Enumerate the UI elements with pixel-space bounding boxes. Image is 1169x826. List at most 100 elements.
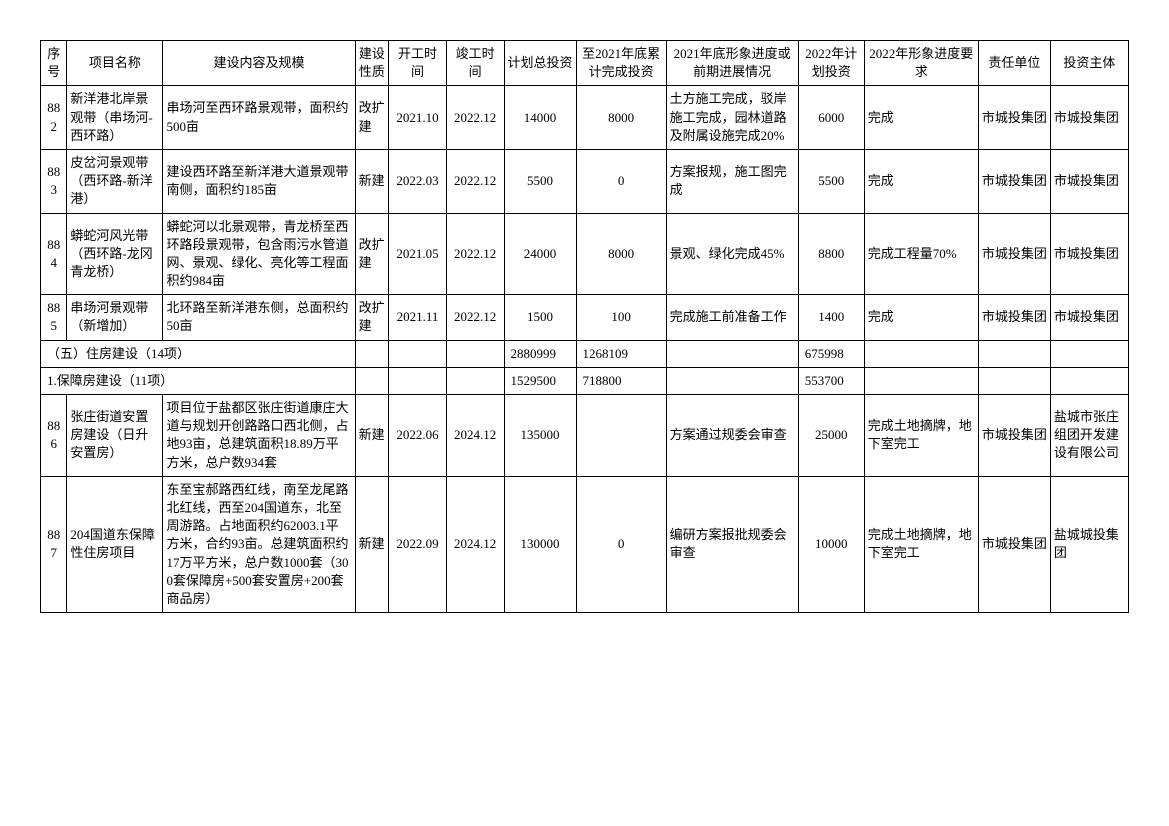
section-2021-invest: 1268109 (576, 340, 666, 367)
cell-content: 串场河至西环路景观带，面积约500亩 (163, 86, 355, 150)
header-start: 开工时间 (389, 41, 447, 86)
cell-end: 2022.12 (446, 295, 504, 340)
section-empty (446, 340, 504, 367)
section-2021-invest: 718800 (576, 367, 666, 394)
cell-plan_invest: 5500 (504, 149, 576, 213)
cell-subject: 市城投集团 (1050, 149, 1128, 213)
cell-name: 新洋港北岸景观带（串场河-西环路） (67, 86, 163, 150)
cell-content: 北环路至新洋港东侧，总面积约50亩 (163, 295, 355, 340)
cell-end: 2022.12 (446, 86, 504, 150)
cell-start: 2021.11 (389, 295, 447, 340)
header-2021-invest: 至2021年底累计完成投资 (576, 41, 666, 86)
section-plan-invest: 2880999 (504, 340, 576, 367)
section-row: （五）住房建设（14项） 28809991268109 675998 (41, 340, 1129, 367)
cell-unit: 市城投集团 (978, 295, 1050, 340)
cell-nature: 改扩建 (355, 295, 389, 340)
cell-invest_2021: 100 (576, 295, 666, 340)
cell-start: 2022.03 (389, 149, 447, 213)
cell-req_2022: 完成 (864, 295, 978, 340)
cell-req_2022: 完成 (864, 149, 978, 213)
header-row: 序号 项目名称 建设内容及规模 建设性质 开工时间 竣工时间 计划总投资 至20… (41, 41, 1129, 86)
cell-plan_invest: 1500 (504, 295, 576, 340)
cell-req_2022: 完成 (864, 86, 978, 150)
section-empty (355, 340, 389, 367)
section-empty (355, 367, 389, 394)
cell-plan_invest: 24000 (504, 213, 576, 295)
cell-plan_2022: 6000 (798, 86, 864, 150)
cell-start: 2021.10 (389, 86, 447, 150)
section-empty (446, 367, 504, 394)
header-seq: 序号 (41, 41, 67, 86)
cell-subject: 市城投集团 (1050, 213, 1128, 295)
cell-req_2022: 完成工程量70% (864, 213, 978, 295)
cell-name: 串场河景观带（新增加） (67, 295, 163, 340)
cell-seq: 886 (41, 395, 67, 477)
header-plan-invest: 计划总投资 (504, 41, 576, 86)
section-empty (864, 340, 978, 367)
section-label: 1.保障房建设（11项） (41, 367, 356, 394)
section-label: （五）住房建设（14项） (41, 340, 356, 367)
cell-status_2021: 方案报规，施工图完成 (666, 149, 798, 213)
header-content: 建设内容及规模 (163, 41, 355, 86)
cell-end: 2024.12 (446, 476, 504, 612)
cell-nature: 新建 (355, 476, 389, 612)
cell-name: 皮岔河景观带（西环路-新洋港） (67, 149, 163, 213)
section-2022-plan: 675998 (798, 340, 864, 367)
cell-subject: 市城投集团 (1050, 295, 1128, 340)
cell-start: 2022.09 (389, 476, 447, 612)
section-empty (1050, 340, 1128, 367)
project-table: 序号 项目名称 建设内容及规模 建设性质 开工时间 竣工时间 计划总投资 至20… (40, 40, 1129, 613)
cell-name: 204国道东保障性住房项目 (67, 476, 163, 612)
section-empty (1050, 367, 1128, 394)
section-empty (666, 340, 798, 367)
cell-plan_invest: 130000 (504, 476, 576, 612)
cell-req_2022: 完成土地摘牌，地下室完工 (864, 395, 978, 477)
cell-content: 建设西环路至新洋港大道景观带南侧，面积约185亩 (163, 149, 355, 213)
cell-content: 蟒蛇河以北景观带，青龙桥至西环路段景观带，包含雨污水管道网、景观、绿化、亮化等工… (163, 213, 355, 295)
cell-end: 2022.12 (446, 213, 504, 295)
cell-seq: 884 (41, 213, 67, 295)
header-name: 项目名称 (67, 41, 163, 86)
cell-unit: 市城投集团 (978, 149, 1050, 213)
cell-content: 东至宝郝路西红线，南至龙尾路北红线，西至204国道东，北至周游路。占地面积约62… (163, 476, 355, 612)
header-nature: 建设性质 (355, 41, 389, 86)
table-row: 886张庄街道安置房建设（日升安置房）项目位于盐都区张庄街道康庄大道与规划开创路… (41, 395, 1129, 477)
header-end: 竣工时间 (446, 41, 504, 86)
section-plan-invest: 1529500 (504, 367, 576, 394)
section-empty (389, 340, 447, 367)
header-subject: 投资主体 (1050, 41, 1128, 86)
cell-end: 2024.12 (446, 395, 504, 477)
table-row: 884蟒蛇河风光带（西环路-龙冈青龙桥）蟒蛇河以北景观带，青龙桥至西环路段景观带… (41, 213, 1129, 295)
cell-status_2021: 编研方案报批规委会审查 (666, 476, 798, 612)
cell-invest_2021 (576, 395, 666, 477)
cell-nature: 新建 (355, 149, 389, 213)
cell-seq: 887 (41, 476, 67, 612)
section-empty (389, 367, 447, 394)
cell-invest_2021: 0 (576, 476, 666, 612)
cell-subject: 盐城城投集团 (1050, 476, 1128, 612)
cell-req_2022: 完成土地摘牌，地下室完工 (864, 476, 978, 612)
cell-start: 2021.05 (389, 213, 447, 295)
table-row: 885串场河景观带（新增加）北环路至新洋港东侧，总面积约50亩改扩建2021.1… (41, 295, 1129, 340)
section-empty (978, 340, 1050, 367)
header-2022-plan: 2022年计划投资 (798, 41, 864, 86)
header-unit: 责任单位 (978, 41, 1050, 86)
section-2022-plan: 553700 (798, 367, 864, 394)
table-row: 882新洋港北岸景观带（串场河-西环路）串场河至西环路景观带，面积约500亩改扩… (41, 86, 1129, 150)
cell-invest_2021: 8000 (576, 86, 666, 150)
cell-nature: 改扩建 (355, 86, 389, 150)
cell-plan_2022: 25000 (798, 395, 864, 477)
cell-name: 蟒蛇河风光带（西环路-龙冈青龙桥） (67, 213, 163, 295)
cell-unit: 市城投集团 (978, 476, 1050, 612)
section-empty (864, 367, 978, 394)
table-row: 887204国道东保障性住房项目东至宝郝路西红线，南至龙尾路北红线，西至204国… (41, 476, 1129, 612)
cell-unit: 市城投集团 (978, 213, 1050, 295)
cell-seq: 883 (41, 149, 67, 213)
cell-plan_2022: 1400 (798, 295, 864, 340)
cell-status_2021: 方案通过规委会审查 (666, 395, 798, 477)
cell-seq: 885 (41, 295, 67, 340)
header-2021-status: 2021年底形象进度或前期进展情况 (666, 41, 798, 86)
cell-plan_2022: 5500 (798, 149, 864, 213)
cell-invest_2021: 8000 (576, 213, 666, 295)
cell-seq: 882 (41, 86, 67, 150)
